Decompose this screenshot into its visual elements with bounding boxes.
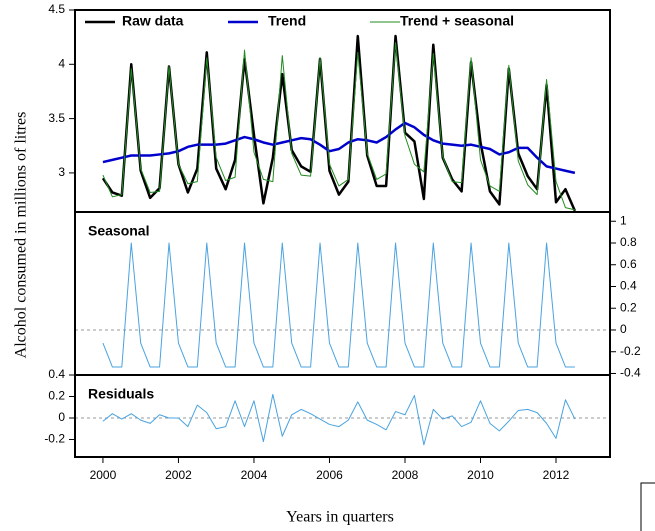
y-tick-label: 3.5 (48, 111, 65, 125)
legend-label: Trend (268, 13, 306, 29)
y-axis-label: Alcohol consumed in millions of litres (13, 112, 30, 359)
data-line (102, 42, 576, 211)
x-tick-label: 2008 (392, 468, 419, 482)
y-tick-label: -0.2 (620, 344, 641, 358)
y-tick-label: 0.2 (620, 300, 637, 314)
panel-frame (74, 211, 611, 376)
panel-title: Residuals (88, 386, 154, 402)
panel-title: Seasonal (88, 223, 149, 239)
y-tick-label: 3 (58, 165, 65, 179)
y-tick-label: 4.5 (48, 2, 65, 16)
x-tick-label: 2006 (316, 468, 343, 482)
corner-box (640, 482, 655, 531)
y-tick-label: -0.4 (620, 366, 641, 380)
legend-label: Trend + seasonal (400, 13, 514, 29)
x-tick-label: 2002 (165, 468, 192, 482)
y-tick-label: 0.2 (48, 389, 65, 403)
legend-label: Raw data (122, 13, 184, 29)
data-line (102, 393, 576, 446)
x-tick-label: 2000 (90, 468, 117, 482)
y-tick-label: 1 (620, 213, 627, 227)
data-line (102, 242, 575, 368)
data-line (102, 121, 576, 175)
x-tick-label: 2012 (543, 468, 570, 482)
panel-frame (74, 374, 611, 458)
x-axis-label: Years in quarters (286, 509, 394, 526)
y-tick-label: 0 (620, 322, 627, 336)
x-tick-label: 2010 (467, 468, 494, 482)
y-tick-label: 0.8 (620, 235, 637, 249)
y-tick-label: 0.4 (620, 279, 637, 293)
x-tick-label: 2004 (241, 468, 268, 482)
data-line (101, 34, 577, 212)
y-tick-label: 4 (58, 56, 65, 70)
y-tick-label: -0.2 (44, 432, 65, 446)
y-tick-label: 0.6 (620, 257, 637, 271)
y-tick-label: 0 (58, 410, 65, 424)
y-tick-label: 0.4 (48, 367, 65, 381)
panel-frame (74, 9, 611, 213)
